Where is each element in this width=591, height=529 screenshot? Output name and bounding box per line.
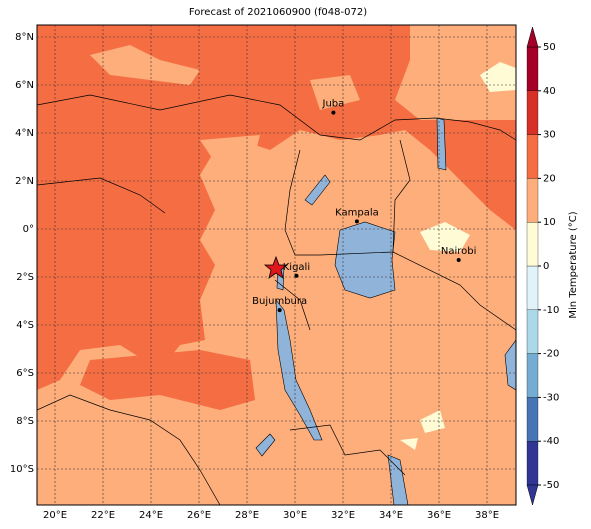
map (37, 25, 516, 505)
colorbar-tick-label: 10 (543, 217, 556, 228)
lake-malawi (387, 454, 409, 505)
map-frame (36, 24, 517, 506)
lat-label: 0° (23, 224, 34, 235)
colorbar-extend (526, 484, 539, 506)
cool-patch (90, 45, 360, 175)
city-dot (277, 308, 282, 313)
city-dot (294, 273, 299, 278)
lat-label: 8°S (16, 416, 34, 427)
city-dot (456, 257, 461, 262)
borders (37, 94, 516, 505)
colorbar-tick-label: -40 (543, 436, 559, 447)
lon-label: 34°E (379, 510, 403, 521)
colorbar-tick-label: 40 (543, 86, 556, 97)
colorbar-band (526, 222, 539, 267)
colorbar-tick-label: -30 (543, 392, 559, 403)
lat-label: 10°S (10, 464, 34, 475)
lat-label: 8°N (15, 32, 34, 43)
colorbar-band (526, 309, 539, 354)
lake-albert (304, 174, 331, 206)
lat-label: 4°S (16, 320, 34, 331)
lon-label: 36°E (427, 510, 451, 521)
colorbar-tick-label: 20 (543, 173, 556, 184)
colorbar-tick-label: 50 (543, 42, 556, 53)
warm-field (37, 25, 516, 390)
lake-victoria (334, 221, 396, 299)
lake-mweru (255, 433, 276, 457)
lon-label: 26°E (187, 510, 211, 521)
lat-label: 4°N (15, 128, 34, 139)
colorbar-band (526, 134, 539, 179)
lon-label: 28°E (235, 510, 259, 521)
lat-label: 2°S (16, 272, 34, 283)
ocean (504, 339, 516, 391)
lon-label: 30°E (283, 510, 307, 521)
colorbar-tick-label: -10 (543, 305, 559, 316)
lat-label: 6°S (16, 368, 34, 379)
lat-label: 2°N (15, 176, 34, 187)
colorbar-band (526, 397, 539, 442)
site-star (263, 255, 289, 279)
city-label: Juba (322, 99, 345, 110)
title: Forecast of 2021060900 (f048-072) (189, 7, 367, 18)
colorbar-band (526, 46, 539, 91)
colorbar-band (526, 90, 539, 135)
colorbar-tick-label: -50 (543, 480, 559, 491)
city-label: Nairobi (441, 246, 477, 257)
lon-label: 24°E (139, 510, 163, 521)
lon-label: 22°E (91, 510, 115, 521)
lon-label: 20°E (43, 510, 67, 521)
colorbar-tick-label: 30 (543, 130, 556, 141)
colorbar-band (526, 353, 539, 398)
lon-label: 38°E (475, 510, 499, 521)
colorbar-band (526, 441, 539, 486)
lon-label: 32°E (331, 510, 355, 521)
colorbar-tick-label: -20 (543, 349, 559, 360)
city-label: Kampala (335, 207, 379, 218)
colorbar-label: Min Temperature (°C) (568, 211, 579, 318)
lat-label: 6°N (15, 80, 34, 91)
city-label: Bujumbura (252, 296, 307, 307)
colorbar-extend (526, 26, 539, 48)
colorbar-tick-label: 0 (543, 261, 549, 272)
city-dot (354, 219, 359, 224)
colorbar-band (526, 265, 539, 310)
warm-field (80, 350, 255, 410)
lake-tanganyika (275, 299, 323, 441)
city-label: Kigali (283, 262, 310, 273)
city-dot (331, 110, 336, 115)
colorbar-band (526, 178, 539, 223)
